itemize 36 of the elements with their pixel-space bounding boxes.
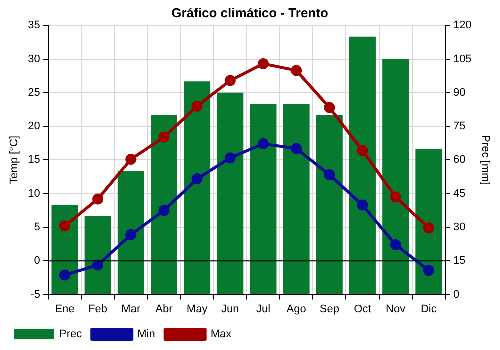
x-tick-label: May (186, 303, 208, 316)
y2-tick-label: 90 (453, 86, 466, 99)
y-tick-label: 30 (28, 53, 40, 66)
y2-tick-label: 0 (453, 288, 460, 301)
y2-tick-label: 45 (453, 188, 466, 200)
legend-label: Prec (60, 328, 83, 341)
y2-tick-label: 30 (453, 222, 466, 234)
x-tick-label: Jul (256, 303, 271, 316)
x-tick-label: Abr (156, 303, 174, 316)
y-tick-label: 35 (28, 20, 40, 32)
legend-label: Min (138, 328, 156, 341)
y-axis-title: Temp [°C] (8, 136, 21, 184)
y-tick-label: 5 (34, 222, 40, 234)
y-tick-label: 15 (28, 154, 40, 166)
x-tick-label: Nov (386, 303, 406, 316)
y-tick-label: 25 (28, 86, 40, 99)
y2-tick-label: 15 (453, 255, 466, 268)
x-tick-label: Feb (88, 303, 108, 316)
y2-tick-label: 120 (453, 20, 472, 32)
legend-label: Max (210, 328, 232, 341)
y2-axis-title: Prec [mm] (479, 135, 492, 186)
x-tick-label: Oct (354, 303, 372, 316)
x-tick-label: Mar (122, 303, 141, 316)
x-tick-label: Ago (286, 303, 306, 316)
y-tick-label: 0 (34, 255, 40, 268)
y2-tick-label: 60 (453, 154, 466, 166)
x-tick-label: Ene (55, 303, 75, 316)
y2-tick-label: 105 (453, 53, 472, 66)
y-tick-label: 20 (28, 120, 40, 133)
x-tick-label: Dic (420, 303, 438, 316)
x-tick-label: Sep (320, 303, 340, 316)
x-tick-label: Jun (222, 303, 240, 316)
chart-title: Gráfico climático - Trento (172, 5, 328, 20)
y-tick-label: -5 (30, 288, 40, 301)
y-tick-label: 10 (28, 188, 40, 200)
y2-tick-label: 75 (453, 120, 466, 133)
